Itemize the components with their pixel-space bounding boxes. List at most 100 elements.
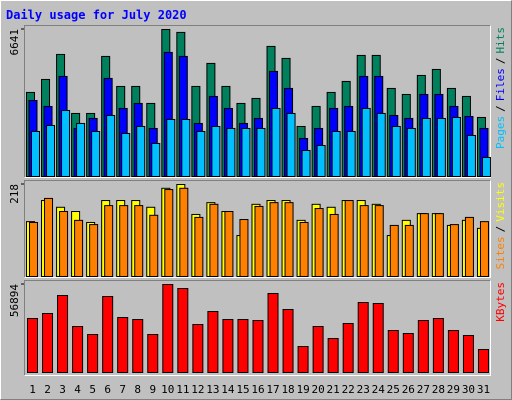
bar <box>314 208 324 277</box>
bar <box>417 320 429 374</box>
bar <box>312 326 324 373</box>
x-tick-label: 1 <box>29 383 36 396</box>
bar <box>31 130 40 177</box>
bar <box>421 117 431 177</box>
bar <box>181 118 191 178</box>
legend: Pages / Files / Hits <box>494 27 507 149</box>
x-tick-label: 31 <box>477 383 490 396</box>
bar <box>104 205 114 278</box>
bar <box>117 317 129 373</box>
bar <box>357 302 369 374</box>
bar <box>481 156 491 177</box>
bar <box>237 319 249 374</box>
bar <box>27 318 38 373</box>
x-tick-label: 24 <box>372 383 386 396</box>
panel-frame-dark <box>24 180 491 278</box>
x-tick-label: 12 <box>191 383 204 396</box>
x-tick-label: 8 <box>134 383 141 396</box>
bar <box>207 311 219 374</box>
x-tick-label: 26 <box>402 383 415 396</box>
bar <box>316 144 326 177</box>
bar <box>436 117 446 177</box>
legend-entry: Sites <box>494 236 507 269</box>
bar <box>46 124 56 177</box>
bar <box>434 213 444 277</box>
bar <box>74 219 84 278</box>
bar <box>479 221 489 278</box>
bar <box>299 221 309 277</box>
bar <box>374 205 384 278</box>
x-tick-label: 25 <box>387 383 400 396</box>
bar <box>134 205 144 278</box>
bar <box>462 335 474 373</box>
bar <box>72 326 84 373</box>
chart-title: Daily usage for July 2020 <box>6 8 187 22</box>
bar <box>267 293 279 374</box>
bar <box>256 127 266 177</box>
bar <box>241 127 251 177</box>
x-tick-label: 13 <box>206 383 219 396</box>
bar <box>57 295 69 373</box>
legend: Sites / Visits <box>494 182 507 270</box>
bar <box>59 211 69 277</box>
x-tick-label: 17 <box>266 383 279 396</box>
bar <box>149 214 159 278</box>
bar <box>151 142 161 178</box>
bar <box>359 205 369 278</box>
bar <box>297 346 309 374</box>
bar <box>226 127 236 177</box>
bar <box>447 330 459 373</box>
bar <box>87 334 99 374</box>
bar <box>419 213 429 277</box>
x-tick-label: 5 <box>89 383 96 396</box>
bar <box>91 130 101 177</box>
x-tick-label: 10 <box>161 383 174 396</box>
x-tick-label: 21 <box>327 383 340 396</box>
x-tick-label: 3 <box>59 383 66 396</box>
x-tick-label: 22 <box>342 383 355 396</box>
x-tick-label: 18 <box>281 383 294 396</box>
x-tick-label: 4 <box>74 383 81 396</box>
bar <box>464 216 474 278</box>
bar <box>164 189 174 278</box>
bar <box>252 320 264 374</box>
bar <box>119 205 129 278</box>
bar <box>466 134 476 177</box>
bar <box>342 323 354 373</box>
x-tick-label: 16 <box>251 383 264 396</box>
panel-frame-dark <box>24 25 491 178</box>
x-tick-label: 6 <box>104 383 111 396</box>
bar <box>147 334 159 374</box>
bar <box>194 216 204 278</box>
bar <box>239 219 249 278</box>
x-tick-label: 15 <box>236 383 249 396</box>
x-tick-label: 2 <box>44 383 51 396</box>
bar <box>372 303 384 373</box>
bar <box>432 318 444 373</box>
bar <box>166 118 176 178</box>
panel-frame-light <box>24 25 491 178</box>
legend-entry: Pages <box>494 116 507 149</box>
bar <box>44 197 54 277</box>
bar <box>76 122 86 177</box>
bar <box>361 107 371 177</box>
bar <box>179 187 189 278</box>
bar <box>89 224 99 277</box>
bar <box>376 112 386 177</box>
bar <box>346 130 356 177</box>
bar <box>477 349 489 373</box>
bar <box>329 213 339 277</box>
bar <box>196 130 206 177</box>
x-tick-label: 7 <box>119 383 126 396</box>
bar <box>282 309 294 373</box>
legend-entry: Visits <box>494 182 507 222</box>
bar <box>211 125 221 177</box>
bar <box>301 149 311 178</box>
bar <box>222 319 234 374</box>
bar <box>327 338 339 373</box>
bar <box>389 224 399 277</box>
bar <box>402 333 414 374</box>
panel-frame-dark <box>24 280 491 376</box>
x-tick-label: 9 <box>149 383 156 396</box>
